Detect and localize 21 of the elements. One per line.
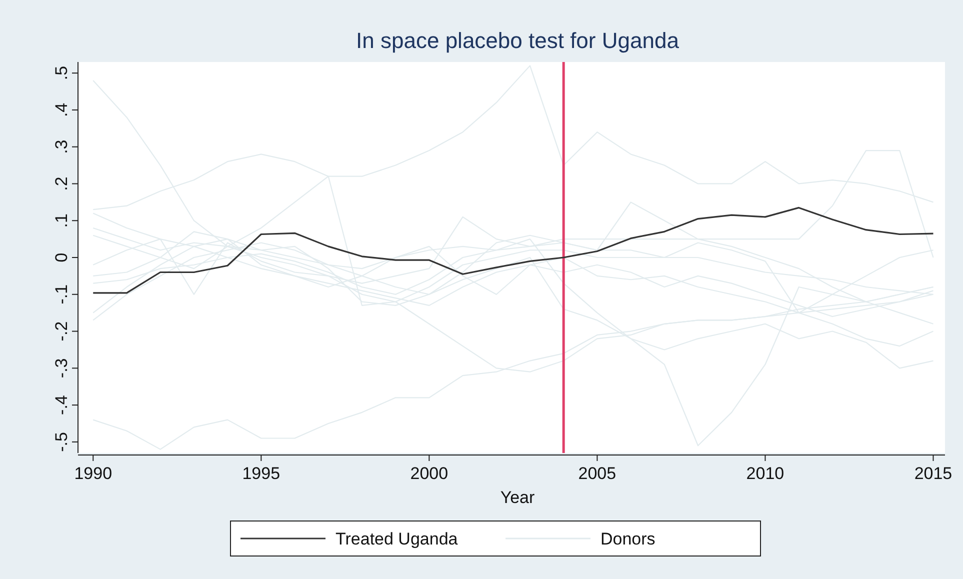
y-tick-label: .5 (52, 66, 71, 80)
chart-title: In space placebo test for Uganda (356, 28, 680, 53)
y-tick-label: .3 (52, 140, 71, 154)
y-tick-label: -.3 (52, 358, 71, 378)
x-tick-label: 2010 (746, 464, 784, 483)
legend-label: Treated Uganda (336, 530, 458, 548)
y-tick-label: .2 (52, 176, 71, 191)
x-tick-label: 2015 (914, 464, 952, 483)
y-tick-label: -.1 (52, 284, 71, 304)
legend-label: Donors (600, 530, 656, 548)
y-tick-label: -.4 (52, 395, 71, 415)
y-tick-label: 0 (52, 252, 71, 262)
x-tick-label: 2005 (578, 464, 616, 483)
y-tick-label: .4 (52, 102, 71, 118)
y-tick-label: -.2 (52, 321, 71, 342)
x-tick-label: 1990 (74, 464, 112, 483)
y-tick-label: -.5 (52, 432, 71, 452)
y-tick-label: .1 (52, 214, 71, 228)
x-tick-label: 2000 (410, 464, 448, 483)
x-tick-label: 1995 (242, 464, 280, 483)
x-axis-title: Year (500, 488, 536, 507)
